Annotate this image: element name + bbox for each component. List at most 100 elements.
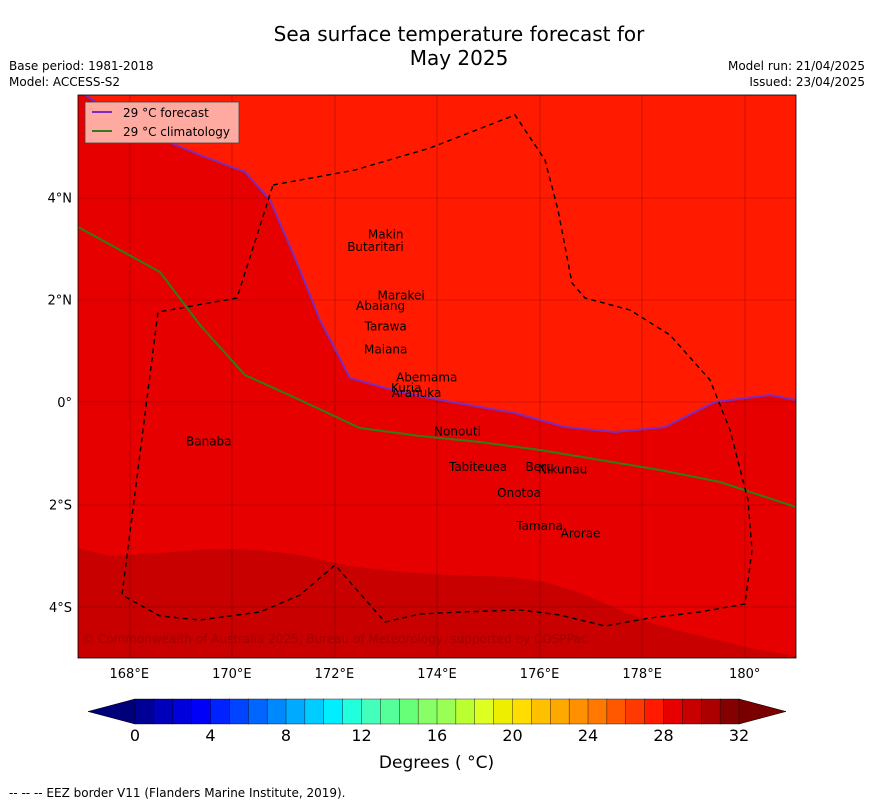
map-frame	[77, 94, 797, 659]
island-label-tarawa: Tarawa	[364, 319, 407, 333]
island-label-tamana: Tamana	[515, 519, 563, 533]
colorbar-bin	[399, 698, 419, 725]
lon-tick-label: 180°	[729, 667, 760, 682]
model-run: Model run: 21/04/2025	[727, 59, 865, 73]
colorbar-tick-label: 24	[578, 726, 598, 745]
island-label-banaba: Banaba	[186, 435, 232, 449]
lon-tick-label: 176°E	[520, 667, 560, 682]
colorbar-tick-labels: 0 4 8 12 16 20 24 28 32	[130, 726, 749, 745]
title-line-1: Sea surface temperature forecast for	[273, 22, 645, 46]
colorbar-bin	[342, 698, 363, 725]
lon-tick-label: 172°E	[315, 667, 355, 682]
colorbar-bin	[587, 698, 608, 725]
colorbar-tick-label: 32	[729, 726, 749, 745]
colorbar-bin	[134, 698, 155, 725]
colorbar-bin	[719, 698, 740, 725]
colorbar-bin	[493, 698, 514, 725]
title-line-2: May 2025	[409, 46, 509, 70]
colorbar-over-arrow	[738, 698, 787, 725]
island-label-abemama: Abemama	[396, 371, 457, 385]
island-label-onotoa: Onotoa	[497, 486, 541, 500]
colorbar-bin	[248, 698, 268, 725]
island-label-butaritari: Butaritari	[347, 240, 404, 254]
lon-tick-label: 168°E	[110, 667, 150, 682]
model-name: Model: ACCESS-S2	[9, 75, 121, 89]
lat-tick-label: 0°	[57, 396, 72, 411]
colorbar-bin	[663, 698, 683, 725]
colorbar-under-arrow	[87, 698, 136, 725]
colorbar-bin	[191, 698, 212, 725]
colorbar-bin	[568, 698, 589, 725]
lat-tick-label: 4°S	[49, 601, 72, 616]
colorbar-bin	[323, 698, 344, 725]
island-label-marakei: Marakei	[377, 289, 424, 303]
island-label-beru: Beru	[525, 460, 553, 474]
island-label-arorae: Arorae	[561, 527, 601, 541]
colorbar-bin	[285, 698, 306, 725]
colorbar-bin	[701, 698, 721, 725]
eez-border	[121, 114, 753, 627]
colorbar-bin	[682, 698, 702, 725]
map-legend: 29 °C forecast 29 °C climatology	[84, 101, 240, 144]
island-label-aranuka: Aranuka	[392, 386, 442, 400]
colorbar-tick-label: 8	[281, 726, 291, 745]
island-label-maiana: Maiana	[364, 342, 407, 356]
colorbar-tick-label: 0	[130, 726, 140, 745]
issued-date: Issued: 23/04/2025	[749, 75, 865, 89]
lat-tick-label: 2°N	[48, 294, 73, 309]
eez-footnote: -- -- -- EEZ border V11 (Flanders Marine…	[9, 786, 346, 800]
colorbar-bin	[417, 698, 438, 725]
island-label-abaiang: Abaiang	[356, 299, 405, 313]
colorbar-bin	[210, 698, 230, 725]
meta-left: Base period: 1981-2018 Model: ACCESS-S2	[9, 58, 154, 90]
colorbar-tick-label: 20	[502, 726, 522, 745]
sst-field-29-31	[78, 95, 796, 658]
colorbar-bin	[625, 698, 646, 725]
colorbar-title: Degrees ( °C)	[378, 753, 495, 773]
island-label-nikunau: Nikunau	[538, 463, 587, 477]
colorbar-bin	[606, 698, 627, 725]
latitude-tick-labels: 4°N 2°N 0° 2°S 4°S	[48, 191, 73, 615]
colorbar-tick-label: 16	[427, 726, 447, 745]
lon-tick-label: 174°E	[417, 667, 457, 682]
colorbar-bin	[380, 698, 400, 725]
legend-forecast-label: 29 °C forecast	[123, 106, 209, 120]
colorbar-bin	[153, 698, 174, 725]
colorbar-bin	[361, 698, 381, 725]
lat-tick-label: 2°S	[49, 498, 72, 513]
colorbar-bin	[266, 698, 287, 725]
colorbar-bin	[474, 698, 495, 725]
island-label-makin: Makin	[368, 227, 404, 241]
colorbar-bin	[644, 698, 665, 725]
island-label-nonouti: Nonouti	[434, 424, 481, 438]
colorbar-bin	[436, 698, 457, 725]
island-label-kuria: Kuria	[391, 381, 422, 395]
colorbar-tick-label: 28	[653, 726, 673, 745]
copyright-notice: © Commonwealth of Australia 2025, Bureau…	[82, 632, 587, 646]
meta-right: Model run: 21/04/2025 Issued: 23/04/2025	[728, 58, 865, 90]
lon-tick-label: 178°E	[622, 667, 662, 682]
map-title: Sea surface temperature forecast for May…	[0, 22, 873, 70]
colorbar	[87, 698, 787, 725]
longitude-tick-labels: 168°E 170°E 172°E 174°E 176°E 178°E 180°	[110, 667, 761, 682]
sst-field-31-plus	[78, 548, 796, 658]
lon-tick-label: 170°E	[212, 667, 252, 682]
colorbar-bin	[512, 698, 532, 725]
legend-climatology-label: 29 °C climatology	[123, 125, 230, 139]
base-period: Base period: 1981-2018	[9, 59, 154, 73]
graticule	[78, 95, 796, 658]
lat-tick-label: 4°N	[48, 191, 73, 206]
climatology-29c-contour	[78, 226, 796, 508]
colorbar-bin	[172, 698, 193, 725]
forecast-29c-contour	[84, 95, 796, 434]
colorbar-bin	[304, 698, 325, 725]
colorbar-tick-label: 12	[351, 726, 371, 745]
colorbar-bin	[550, 698, 570, 725]
colorbar-bin	[531, 698, 551, 725]
colorbar-bin	[455, 698, 476, 725]
colorbar-bin	[229, 698, 249, 725]
colorbar-tick-label: 4	[205, 726, 215, 745]
